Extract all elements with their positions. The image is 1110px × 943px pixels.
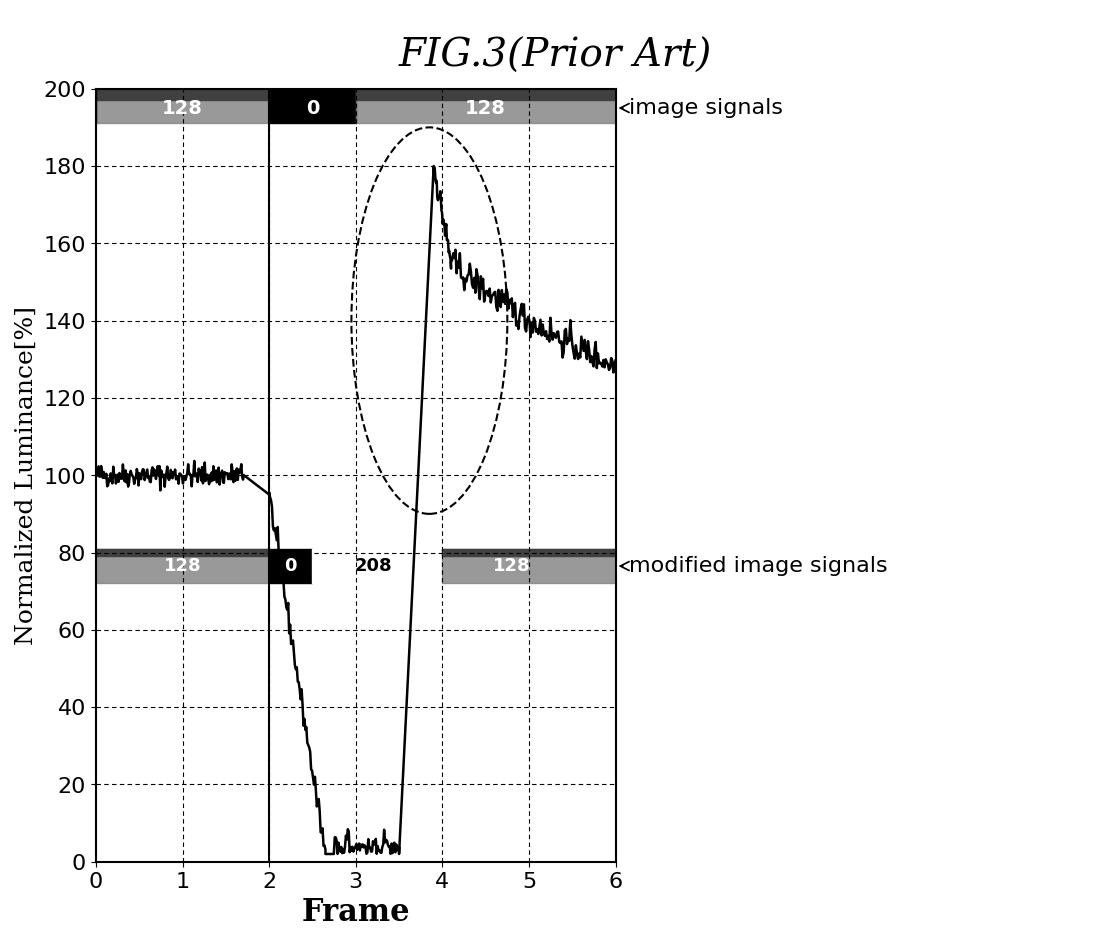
Text: 128: 128 <box>493 557 531 575</box>
Y-axis label: Normalized Luminance[%]: Normalized Luminance[%] <box>16 306 38 645</box>
Text: 0: 0 <box>284 557 296 575</box>
Text: FIG.3(Prior Art): FIG.3(Prior Art) <box>398 38 712 74</box>
Text: image signals: image signals <box>619 98 783 118</box>
Text: 208: 208 <box>354 557 392 575</box>
X-axis label: Frame: Frame <box>301 897 410 928</box>
Text: 128: 128 <box>465 99 506 118</box>
Text: 128: 128 <box>162 99 203 118</box>
Text: 0: 0 <box>305 99 319 118</box>
Text: 128: 128 <box>163 557 201 575</box>
Text: modified image signals: modified image signals <box>619 556 887 576</box>
